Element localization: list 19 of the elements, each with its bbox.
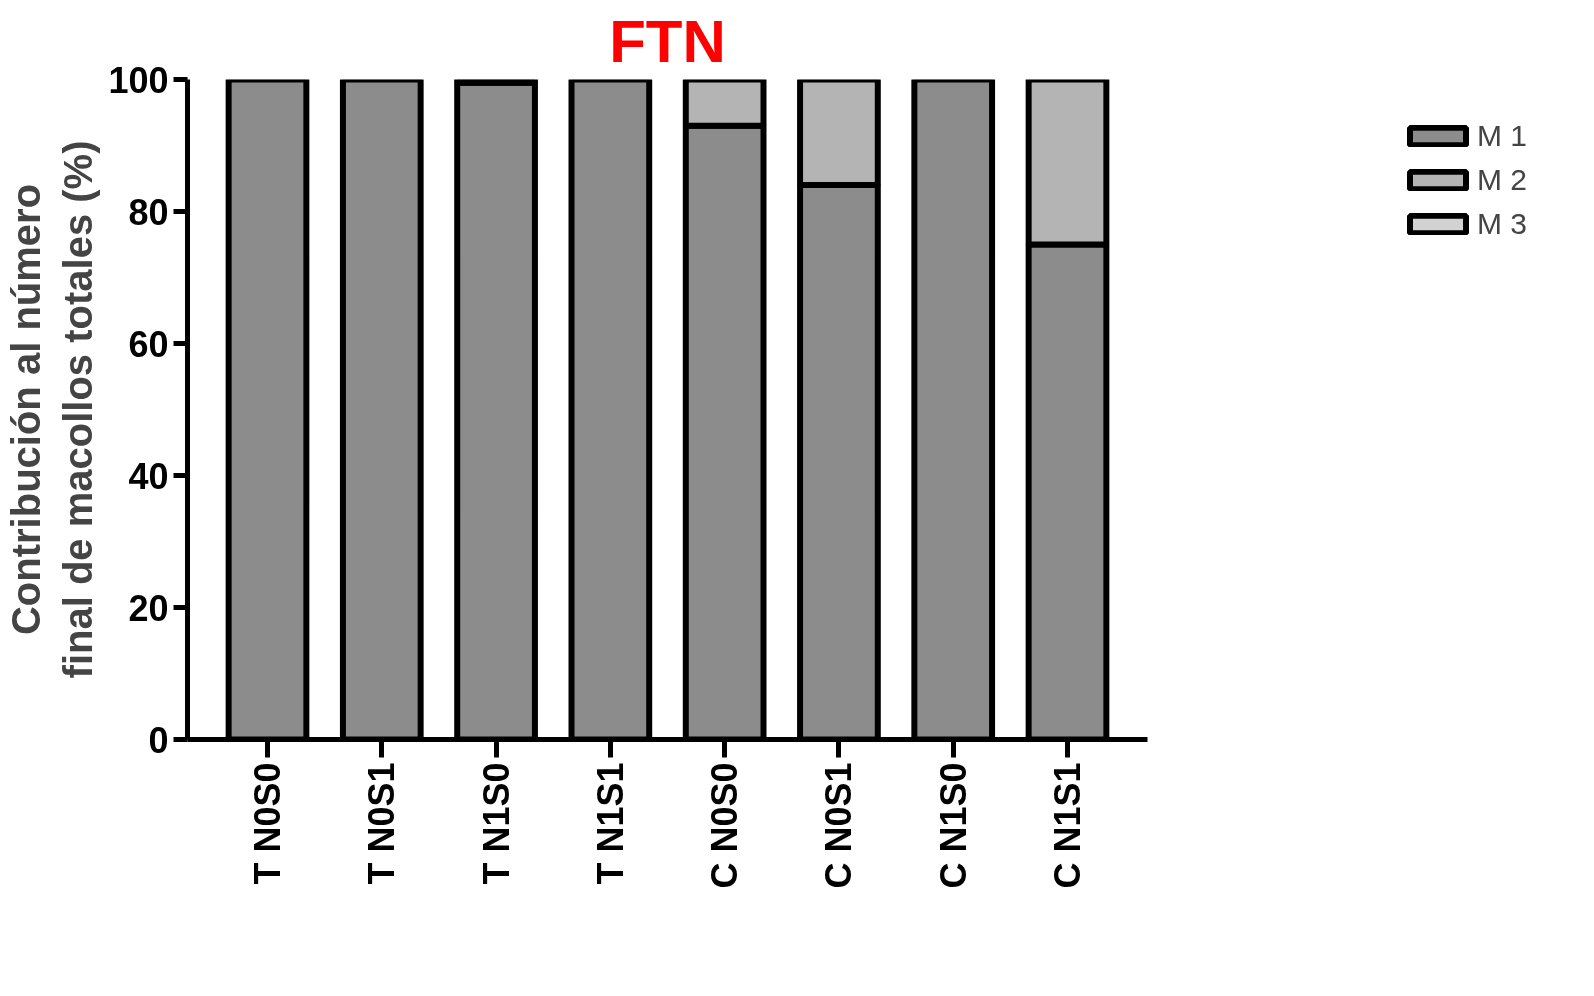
x-tick-label: C N1S1 bbox=[1047, 762, 1088, 889]
x-tick-label: T N1S1 bbox=[589, 762, 631, 885]
legend-label: M 2 bbox=[1476, 163, 1528, 197]
x-tick-label: T N0S1 bbox=[361, 762, 403, 885]
x-tick-label: T N1S0 bbox=[475, 762, 517, 885]
y-tick-label: 20 bbox=[128, 587, 169, 629]
y-tick-label: 100 bbox=[108, 59, 169, 101]
x-tick-label: C N1S0 bbox=[932, 762, 974, 889]
chart-title: FTN bbox=[609, 7, 726, 75]
legend-label: M 1 bbox=[1476, 119, 1528, 153]
y-tick-label: 40 bbox=[128, 455, 169, 497]
legend-label: M 3 bbox=[1476, 207, 1528, 241]
y-tick-label: 60 bbox=[128, 323, 169, 365]
x-tick-label: T N0S0 bbox=[247, 762, 288, 885]
y-axis-title: Contribución al número final de macollos totales (%) bbox=[3, 140, 101, 679]
y-tick-label: 80 bbox=[128, 191, 169, 233]
x-tick-label: C N0S0 bbox=[704, 762, 746, 889]
y-tick-label: 0 bbox=[148, 719, 169, 761]
x-tick-label: C N0S1 bbox=[818, 762, 860, 889]
